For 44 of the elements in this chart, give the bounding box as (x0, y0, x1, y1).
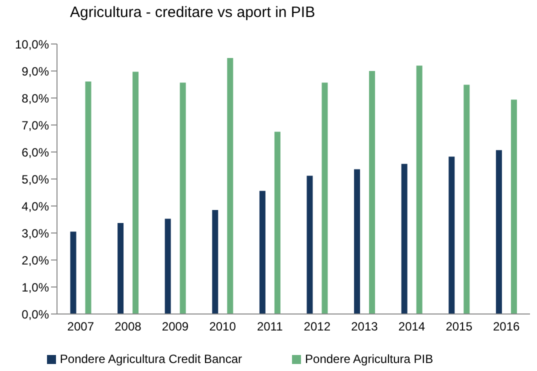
bar (306, 176, 313, 314)
y-tick-label: 1,0% (22, 280, 50, 294)
y-tick-label: 7,0% (22, 118, 50, 132)
x-tick-label: 2014 (398, 320, 426, 334)
y-tick-label: 10,0% (14, 37, 50, 52)
bar (212, 210, 218, 314)
y-tick-label: 3,0% (22, 226, 50, 240)
bar (401, 164, 408, 314)
x-tick-label: 2008 (114, 320, 142, 334)
bar (496, 150, 502, 314)
y-tick-label: 8,0% (22, 91, 50, 106)
x-tick-label: 2016 (493, 320, 520, 334)
bar (322, 82, 328, 314)
bar (369, 71, 376, 314)
bar (354, 169, 360, 314)
bar (448, 156, 455, 314)
bar (464, 84, 470, 314)
bar (85, 82, 92, 314)
bar (180, 82, 186, 314)
y-tick-label: 6,0% (22, 145, 50, 160)
x-tick-label: 2013 (351, 320, 378, 334)
x-tick-label: 2015 (446, 320, 473, 334)
bar (259, 190, 266, 314)
y-tick-label: 9,0% (22, 64, 50, 78)
y-tick-label: 0,0% (22, 307, 50, 322)
bar (164, 218, 171, 314)
legend-label: Pondere Agricultura Credit Bancar (60, 352, 242, 366)
x-tick-label: 2009 (162, 320, 189, 334)
x-tick-label: 2010 (209, 320, 236, 334)
x-tick-label: 2012 (304, 320, 331, 334)
y-tick-label: 2,0% (22, 253, 50, 268)
bar (70, 232, 76, 314)
bar (274, 132, 280, 314)
x-tick-label: 2007 (67, 320, 94, 334)
y-tick-label: 5,0% (22, 172, 50, 186)
bar (510, 100, 517, 314)
bar (416, 66, 422, 314)
chart-title: Agricultura - creditare vs aport in PIB (70, 4, 316, 21)
bar (132, 72, 139, 314)
legend-label: Pondere Agricultura PIB (305, 352, 434, 366)
bar (118, 223, 124, 314)
bar (227, 58, 234, 314)
y-tick-label: 4,0% (22, 199, 50, 214)
x-tick-label: 2011 (256, 320, 284, 334)
